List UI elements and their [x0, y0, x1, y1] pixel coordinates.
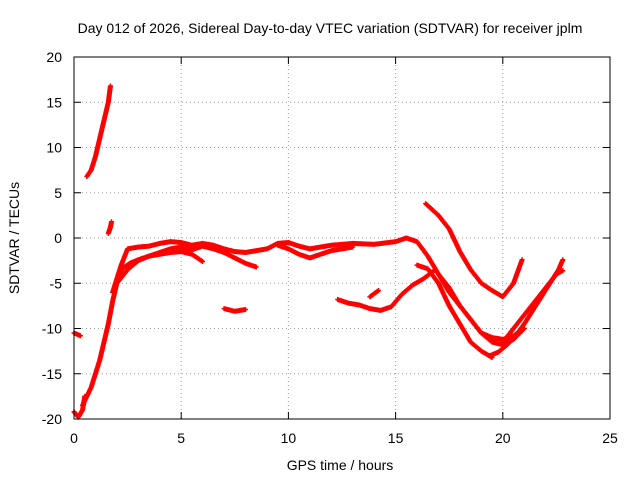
- data-point: [77, 333, 83, 339]
- chart-title: Day 012 of 2026, Sidereal Day-to-day VTE…: [78, 20, 583, 36]
- x-tick-label: 10: [281, 430, 297, 446]
- data-point: [109, 219, 115, 225]
- series-arc-late-a: [367, 287, 381, 300]
- series-arc-late-b: [414, 262, 495, 360]
- y-tick-label: -20: [42, 411, 62, 427]
- data-point: [107, 83, 113, 89]
- x-tick-label: 20: [495, 430, 511, 446]
- data-point: [200, 259, 206, 265]
- y-tick-label: -5: [50, 275, 63, 291]
- series-arc-small: [105, 219, 115, 236]
- y-tick-label: -10: [42, 321, 62, 337]
- x-tick-label: 5: [177, 430, 185, 446]
- y-tick-label: -15: [42, 366, 62, 382]
- chart-grid: [74, 57, 610, 419]
- y-tick-label: 0: [54, 230, 62, 246]
- data-point: [431, 268, 437, 274]
- data-point: [519, 257, 525, 263]
- data-point: [560, 268, 566, 274]
- series-arc-late-mid: [335, 268, 437, 313]
- series-arc-late-c: [435, 271, 527, 348]
- y-tick-label: 20: [46, 49, 62, 65]
- data-point: [560, 257, 566, 263]
- y-axis-label: SDTVAR / TECUs: [6, 182, 22, 294]
- y-tick-label: 5: [54, 185, 62, 201]
- series-arc-late-descent: [423, 201, 525, 300]
- x-tick-label: 15: [388, 430, 404, 446]
- series-arc-late-rise-2: [500, 268, 566, 345]
- data-point: [82, 393, 88, 399]
- x-tick-label: 25: [602, 430, 618, 446]
- data-point: [243, 306, 249, 312]
- series-arc-mid-low: [221, 306, 249, 314]
- x-axis-label: GPS time / hours: [287, 457, 394, 473]
- chart-points: [71, 83, 566, 420]
- x-tick-label: 0: [70, 430, 78, 446]
- series-arc-main-3: [118, 249, 206, 273]
- axis-ticks: 0 5 10 15 20 25 -20 -15 -10 -5 0 5 10 15 20: [42, 49, 618, 446]
- data-point: [253, 264, 259, 270]
- data-point: [350, 244, 356, 250]
- y-tick-label: 15: [46, 94, 62, 110]
- data-point: [375, 287, 381, 293]
- series-arc-early-high: [84, 83, 113, 179]
- series-arc-main-4: [275, 242, 356, 261]
- y-tick-label: 10: [46, 140, 62, 156]
